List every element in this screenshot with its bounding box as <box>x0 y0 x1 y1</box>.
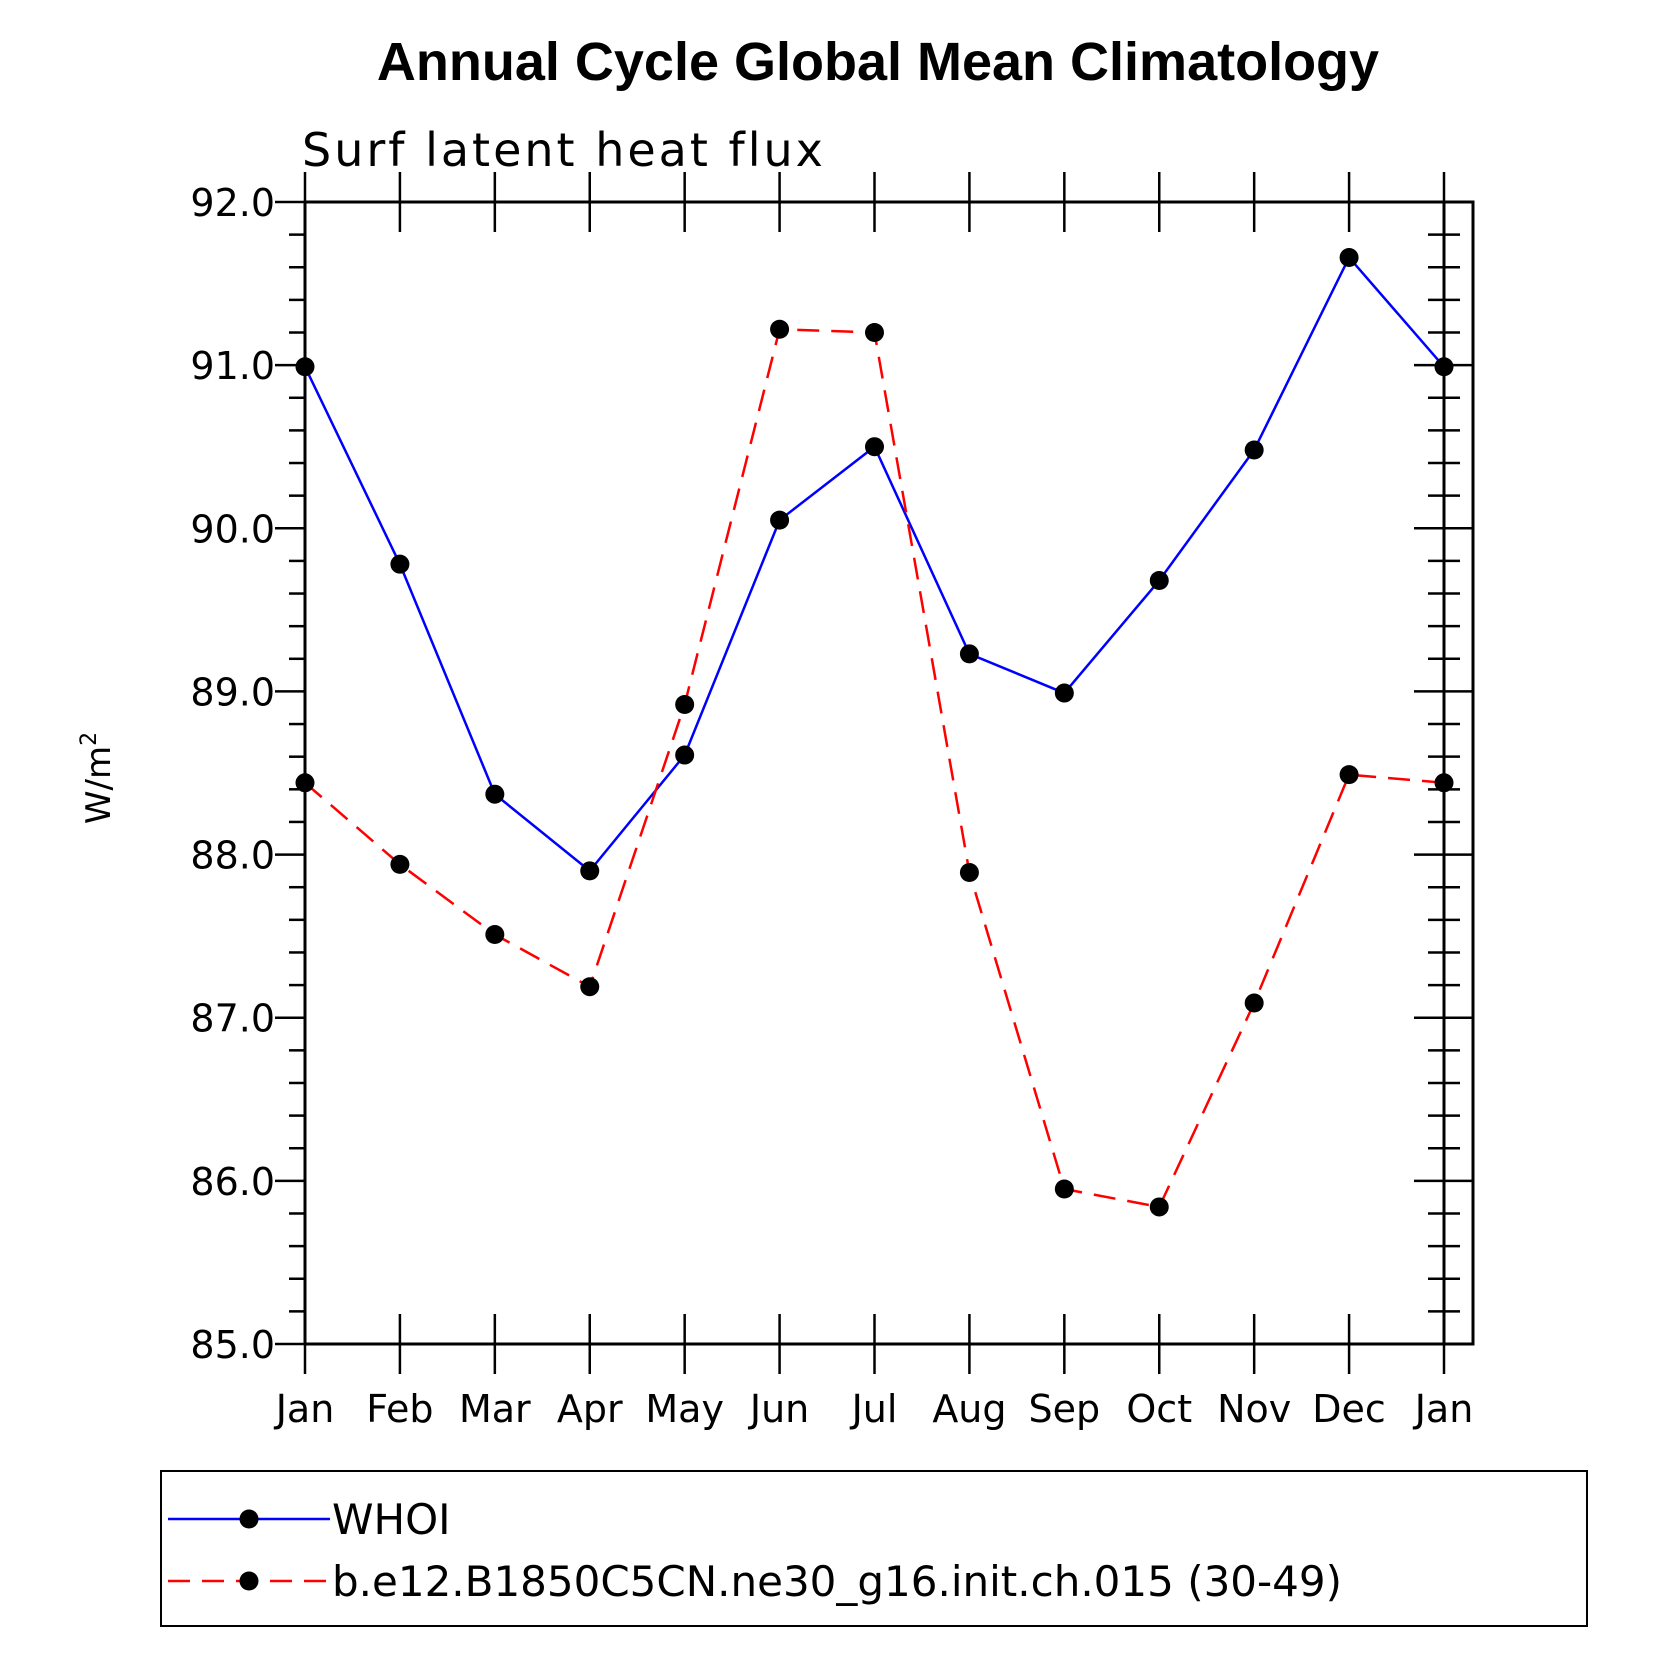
chart-title: Annual Cycle Global Mean Climatology <box>377 32 1379 92</box>
x-tick-label: Jul <box>850 1387 898 1431</box>
x-tick-label: Feb <box>366 1387 433 1431</box>
svg-text:W/m2: W/m2 <box>77 732 119 824</box>
y-tick-label: 88.0 <box>190 834 275 878</box>
series-1-point <box>675 745 695 765</box>
y-tick-label: 89.0 <box>190 670 275 714</box>
y-tick-label: 91.0 <box>190 344 275 388</box>
y-axis-label: W/m2 <box>77 732 119 824</box>
series-1-point <box>295 357 315 377</box>
series-1-point <box>390 554 410 574</box>
series-2-point <box>1339 765 1359 785</box>
series-2-point <box>1244 993 1264 1013</box>
series-2-point <box>1149 1197 1169 1217</box>
x-tick-label: Oct <box>1126 1387 1192 1431</box>
series-2-point <box>580 977 600 997</box>
legend-marker-1 <box>239 1509 259 1529</box>
series-1-point <box>1339 247 1359 267</box>
x-tick-label: Apr <box>557 1387 623 1431</box>
y-tick-label: 90.0 <box>190 507 275 551</box>
x-tick-label: Aug <box>932 1387 1006 1431</box>
series-2-point <box>390 854 410 874</box>
x-tick-label: Mar <box>459 1387 531 1431</box>
series-2-point <box>865 323 884 343</box>
series-1-point <box>865 437 884 457</box>
y-axis-label-text: W/m <box>79 746 119 824</box>
y-tick-label: 86.0 <box>190 1160 275 1204</box>
legend: WHOI b.e12.B1850C5CN.ne30_g16.init.ch.015… <box>160 1470 1588 1627</box>
series-1-point <box>959 644 979 664</box>
x-tick-label: Dec <box>1312 1387 1386 1431</box>
x-tick-label: Sep <box>1029 1387 1101 1431</box>
y-tick-label: 92.0 <box>190 181 275 225</box>
series-1-point <box>770 510 790 530</box>
series-2-point <box>1054 1179 1074 1199</box>
x-tick-label: May <box>645 1387 724 1431</box>
series-2-point <box>675 694 695 714</box>
y-tick-label: 87.0 <box>190 997 275 1041</box>
series-1-point <box>1149 570 1169 590</box>
y-axis-label-superscript: 2 <box>77 732 102 746</box>
plot-frame <box>303 200 1475 1346</box>
x-tick-label: Jan <box>274 1387 335 1431</box>
series-1-point <box>1244 440 1264 460</box>
x-tick-label: Jan <box>1413 1387 1474 1431</box>
chart-subtitle: Surf latent heat flux <box>302 123 826 177</box>
series-1-point <box>485 784 505 804</box>
legend-label-1: WHOI <box>332 1495 451 1544</box>
series-2-point <box>1434 773 1454 793</box>
x-tick-label: Nov <box>1217 1387 1291 1431</box>
series-2-point <box>959 863 979 883</box>
series-2-point <box>295 773 315 793</box>
plot-area: 85.0 86.0 87.0 88.0 89.0 90.0 91.0 92.0 Jan Feb Ma… <box>190 172 1475 1431</box>
series-line-1 <box>303 255 1445 873</box>
y-tick-label: 85.0 <box>190 1323 275 1367</box>
series-2-point <box>770 319 790 339</box>
series-line-2 <box>304 327 1445 1209</box>
legend-box <box>160 1470 1588 1627</box>
legend-marker-2 <box>239 1571 259 1591</box>
legend-label-2: b.e12.B1850C5CN.ne30_g16.init.ch.015 (30… <box>332 1557 1342 1606</box>
series-1-point <box>1434 357 1454 377</box>
series-2-point <box>485 925 505 945</box>
series-1-point <box>1054 683 1074 703</box>
x-tick-label: Jun <box>748 1387 809 1431</box>
series-1-point <box>580 861 600 881</box>
